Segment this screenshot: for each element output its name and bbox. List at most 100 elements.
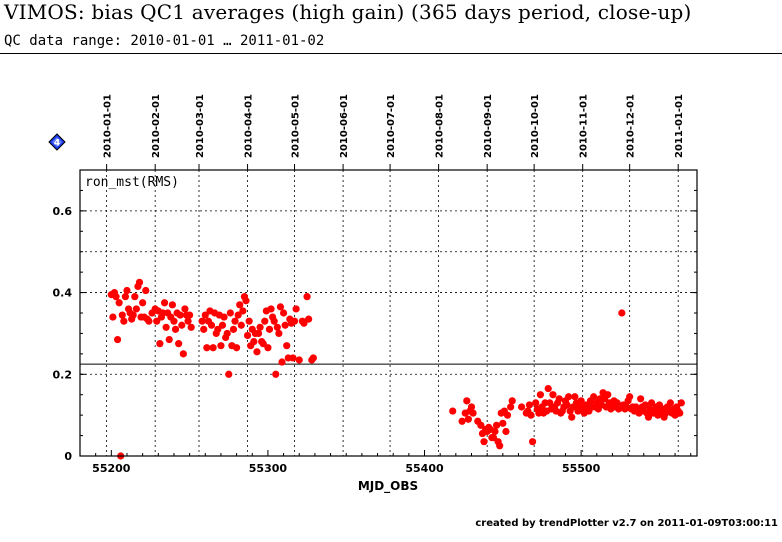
diamond-4-icon[interactable]: 4 [48, 133, 66, 151]
data-point [563, 401, 571, 409]
data-point [175, 340, 183, 348]
data-point [186, 311, 194, 319]
data-point [231, 317, 239, 325]
data-point [256, 323, 264, 331]
data-point [242, 297, 250, 305]
date-label: 2010-10-01 [530, 94, 541, 158]
x-tick-label: 55400 [405, 462, 444, 475]
data-point [198, 317, 206, 325]
y-tick-label: 0 [64, 450, 72, 463]
data-point [571, 393, 579, 401]
date-label: 2010-04-01 [244, 94, 255, 158]
data-point [112, 293, 120, 301]
data-point [626, 393, 634, 401]
footer-credit: created by trendPlotter v2.7 on 2011-01-… [475, 518, 778, 529]
data-point [477, 421, 485, 429]
data-point [179, 350, 187, 358]
data-point [489, 434, 498, 442]
data-point [265, 325, 274, 333]
date-label: 2010-12-01 [626, 94, 637, 158]
data-point [142, 286, 150, 295]
data-point [178, 321, 186, 329]
data-point [203, 344, 211, 352]
data-point [145, 317, 153, 325]
date-label: 2010-02-01 [151, 94, 162, 158]
data-point [666, 399, 674, 407]
data-point [305, 315, 313, 323]
y-axis: 0 0.2 0.4 0.6 [53, 189, 697, 463]
data-point [275, 329, 283, 338]
date-label: 2010-11-01 [579, 94, 590, 158]
data-point [273, 323, 281, 331]
x-tick-label: 55500 [562, 462, 601, 475]
data-point [613, 399, 621, 407]
data-point [544, 384, 552, 393]
data-point [677, 399, 685, 407]
data-point [129, 311, 137, 319]
data-point [491, 427, 499, 436]
data-point [243, 331, 252, 340]
data-point [295, 356, 303, 364]
data-point [153, 317, 161, 325]
data-point [590, 393, 598, 401]
data-point [209, 344, 217, 352]
data-point [131, 293, 139, 301]
data-point [290, 317, 299, 325]
data-point [113, 335, 122, 344]
x-tick-label: 55300 [249, 462, 288, 475]
data-point [496, 442, 504, 450]
date-label: 2010-08-01 [435, 94, 446, 158]
data-point [123, 286, 131, 295]
data-point [245, 317, 253, 325]
data-point [480, 438, 488, 446]
data-point [214, 325, 222, 333]
data-point [292, 305, 300, 313]
data-point [181, 305, 189, 313]
data-point [281, 321, 289, 329]
data-point [502, 427, 510, 436]
date-label: 2011-01-01 [674, 94, 685, 158]
data-point [641, 401, 649, 409]
data-point [303, 293, 311, 301]
data-point [458, 417, 466, 425]
data-point [467, 403, 476, 411]
data-point [201, 311, 209, 319]
data-point [115, 299, 123, 307]
data-point [283, 342, 291, 350]
data-point [564, 393, 573, 401]
data-point [270, 317, 278, 325]
data-point [264, 344, 272, 352]
data-point [236, 301, 244, 309]
data-point [254, 329, 263, 338]
data-point [259, 340, 267, 348]
data-point [549, 391, 557, 399]
date-label: 2010-06-01 [339, 94, 350, 158]
data-point [300, 319, 308, 327]
data-point [637, 395, 645, 403]
x-tick-label: 55200 [92, 462, 131, 475]
data-point [135, 278, 144, 286]
data-point [121, 293, 130, 301]
data-point [492, 421, 501, 429]
date-label: 2010-05-01 [291, 94, 302, 158]
data-point [225, 370, 233, 378]
data-point [261, 317, 269, 325]
data-point [536, 391, 545, 399]
data-point [503, 411, 512, 419]
data-point [171, 325, 180, 333]
date-label: 2010-09-01 [483, 94, 494, 158]
data-point [604, 391, 612, 399]
data-point [469, 409, 477, 417]
data-point [279, 309, 288, 317]
data-point [176, 311, 184, 319]
grid-lines [80, 170, 697, 456]
data-point [525, 401, 534, 409]
data-point [239, 307, 247, 315]
x-axis-label: MJD_OBS [358, 479, 418, 494]
data-point [139, 299, 147, 307]
data-point [170, 317, 178, 325]
data-point [309, 354, 317, 362]
data-point [508, 397, 516, 405]
data-point [507, 403, 515, 411]
